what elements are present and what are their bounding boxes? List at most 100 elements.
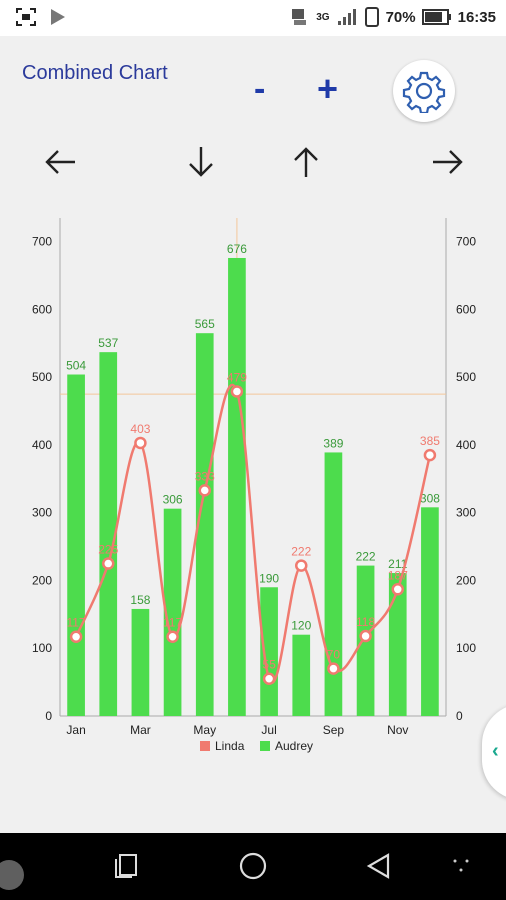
chevron-left-icon: ‹ <box>492 740 499 762</box>
bar-audrey <box>131 608 150 716</box>
y-tick-label-right: 700 <box>456 235 476 249</box>
line-value-label: 55 <box>262 658 276 672</box>
bar-value-label: 190 <box>259 571 279 585</box>
bar-value-label: 120 <box>291 619 311 633</box>
y-tick-label-left: 700 <box>32 235 52 249</box>
zoom-out-button[interactable]: - <box>254 70 266 108</box>
status-left <box>16 8 66 26</box>
recent-apps-icon[interactable] <box>114 853 140 879</box>
y-tick-label-left: 300 <box>32 506 52 520</box>
y-tick-label-right: 300 <box>456 506 476 520</box>
x-tick-label: Nov <box>387 723 408 737</box>
line-value-label: 187 <box>388 568 408 582</box>
line-point-linda <box>359 629 372 643</box>
y-tick-label-left: 400 <box>32 438 52 452</box>
legend-label-linda: Linda <box>215 739 245 753</box>
page-title: Combined Chart <box>22 62 168 84</box>
y-tick-label-left: 0 <box>45 709 52 723</box>
y-tick-label-right: 200 <box>456 573 476 587</box>
bar-value-label: 504 <box>66 359 86 373</box>
y-tick-label-left: 500 <box>32 370 52 384</box>
bar-audrey <box>292 634 311 716</box>
y-tick-label-left: 600 <box>32 302 52 316</box>
y-tick-label-right: 500 <box>456 370 476 384</box>
legend-label-audrey: Audrey <box>275 739 313 753</box>
line-point-linda <box>102 557 115 570</box>
x-tick-label: May <box>193 723 216 737</box>
line-value-label: 118 <box>356 615 375 629</box>
navigation-bar <box>0 833 506 900</box>
vibrate-icon <box>364 7 379 27</box>
x-tick-label: Sep <box>323 723 345 737</box>
y-tick-label-right: 100 <box>456 641 476 655</box>
combined-chart[interactable]: 0 0 100 100 200 200 300 300 400 400 500 500 600 600 70… <box>0 208 506 768</box>
clock: 16:35 <box>457 8 496 26</box>
bar-audrey <box>388 573 407 716</box>
bar-audrey <box>67 374 85 716</box>
y-tick-label-left: 100 <box>32 641 52 655</box>
arrow-down-icon[interactable] <box>183 144 219 180</box>
legend-swatch-audrey <box>260 741 270 751</box>
line-point-linda <box>327 662 340 675</box>
bar-value-label: 158 <box>130 593 150 607</box>
line-point-linda <box>230 385 244 398</box>
bar-value-label: 306 <box>163 493 183 507</box>
x-tick-label: Mar <box>130 723 151 737</box>
line-value-label: 222 <box>291 545 311 559</box>
bar-value-label: 389 <box>323 436 343 450</box>
line-point-linda <box>69 630 83 643</box>
status-right: 3G 70% 16:35 <box>290 6 496 28</box>
line-value-label: 225 <box>98 543 118 557</box>
arrow-up-icon[interactable] <box>288 144 324 180</box>
bar-audrey <box>421 507 439 716</box>
sim-icon <box>292 9 307 25</box>
screenshot-icon <box>16 8 36 26</box>
line-value-label: 479 <box>227 370 247 384</box>
line-point-linda <box>262 672 276 685</box>
y-tick-label-right: 600 <box>456 302 476 316</box>
bar-audrey <box>163 508 182 716</box>
gear-icon <box>402 71 446 113</box>
legend-swatch-linda <box>200 741 210 751</box>
bar-audrey <box>195 333 214 716</box>
line-value-label: 117 <box>163 616 182 630</box>
bar-audrey <box>260 587 278 716</box>
line-linda <box>74 383 432 684</box>
bar-value-label: 565 <box>195 317 215 331</box>
line-point-linda <box>198 484 211 497</box>
line-point-linda <box>423 448 437 462</box>
x-tick-label: Jul <box>261 723 276 737</box>
network-type: 3G <box>316 11 330 23</box>
line-point-linda <box>391 583 404 596</box>
line-point-linda <box>134 436 147 450</box>
bar-value-label: 537 <box>98 336 118 350</box>
arrow-left-icon[interactable] <box>43 144 79 180</box>
signal-icon <box>337 9 356 25</box>
line-value-label: 403 <box>130 422 150 436</box>
y-tick-label-right: 400 <box>456 438 476 452</box>
line-value-label: 70 <box>327 648 341 662</box>
zoom-in-button[interactable]: + <box>317 68 339 109</box>
line-value-label: 117 <box>67 616 86 630</box>
settings-button[interactable] <box>393 60 455 122</box>
arrow-right-icon[interactable] <box>429 144 465 180</box>
bar-value-label: 676 <box>227 242 247 256</box>
play-icon <box>51 9 65 25</box>
battery-percent: 70% <box>385 8 416 26</box>
app-content: Combined Chart - + 0 0 100 100 200 200 300 300 4… <box>0 36 506 833</box>
back-icon[interactable] <box>366 852 392 880</box>
y-tick-label-left: 200 <box>32 573 52 587</box>
bar-audrey <box>99 352 118 716</box>
y-tick-label-right: 0 <box>456 709 463 723</box>
bar-value-label: 211 <box>388 557 407 571</box>
bar-value-label: 222 <box>356 550 376 564</box>
floating-dot <box>0 860 24 890</box>
status-bar: 3G 70% 16:35 <box>0 0 506 36</box>
line-point-linda <box>295 559 308 572</box>
more-options-icon[interactable] <box>452 857 470 875</box>
line-value-label: 385 <box>420 434 440 448</box>
bar-audrey <box>324 452 343 716</box>
bar-audrey <box>228 257 246 716</box>
battery-icon <box>421 9 451 25</box>
home-icon[interactable] <box>238 851 268 881</box>
